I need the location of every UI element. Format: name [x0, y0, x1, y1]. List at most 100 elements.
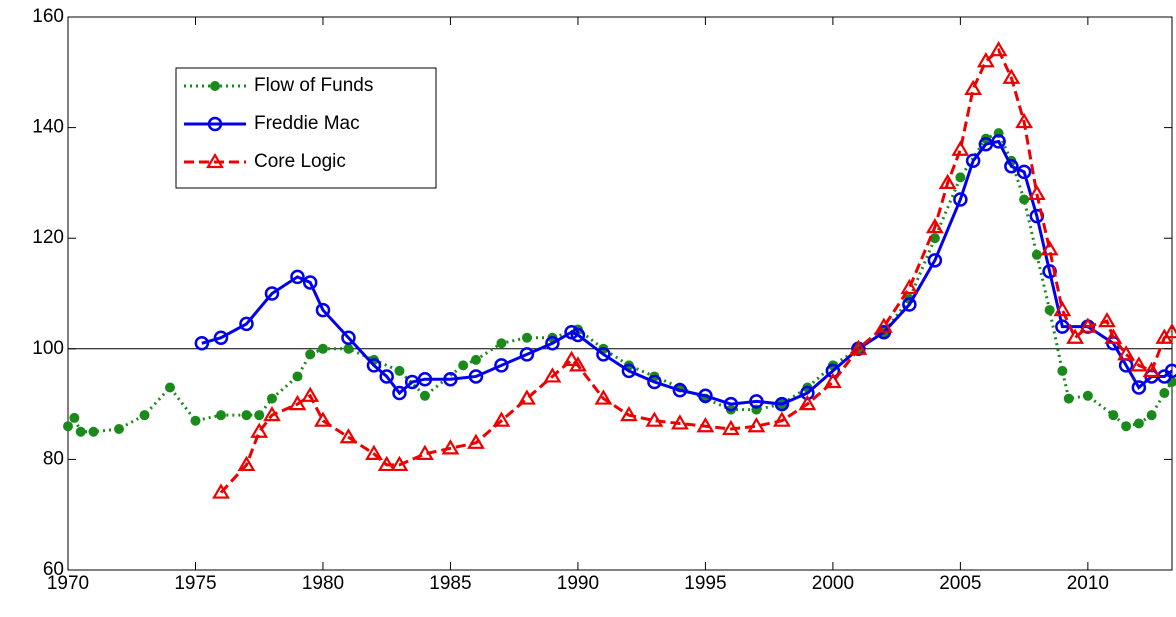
data-point — [696, 417, 715, 433]
data-point — [343, 343, 354, 354]
data-point — [1066, 328, 1085, 344]
data-point — [1121, 421, 1132, 432]
data-point — [467, 433, 485, 449]
data-point — [379, 369, 394, 384]
data-point — [377, 455, 396, 472]
x-tick-label: 1975 — [174, 573, 216, 594]
data-point — [1117, 345, 1136, 361]
y-tick-label: 80 — [43, 448, 64, 469]
data-point — [620, 405, 638, 422]
data-point — [419, 390, 430, 401]
data-point — [1044, 305, 1055, 316]
data-point — [404, 374, 420, 390]
data-point — [570, 327, 586, 343]
data-point — [721, 419, 740, 436]
data-point — [496, 338, 507, 349]
x-tick-label: 2005 — [939, 573, 981, 594]
data-point — [366, 358, 382, 373]
data-point — [929, 233, 940, 244]
data-point — [194, 336, 210, 351]
data-point — [339, 428, 358, 444]
data-point — [953, 192, 968, 207]
data-point — [1040, 240, 1059, 256]
data-point — [458, 360, 469, 371]
data-point — [1016, 164, 1032, 180]
data-point — [1164, 363, 1176, 379]
legend-marker — [207, 116, 223, 132]
data-point — [470, 354, 481, 365]
x-tick-label: 1995 — [684, 573, 726, 594]
data-point — [441, 439, 460, 455]
data-point — [263, 405, 281, 422]
y-tick-label: 60 — [43, 559, 64, 580]
data-point — [237, 455, 256, 472]
data-point — [1131, 380, 1147, 395]
data-point — [341, 330, 356, 345]
data-point — [139, 410, 150, 421]
data-point — [190, 415, 201, 426]
data-point — [494, 358, 509, 373]
x-tick-label: 2000 — [812, 573, 854, 594]
data-point — [292, 371, 303, 382]
data-point — [1146, 410, 1157, 421]
data-point — [976, 52, 995, 68]
series-line — [201, 139, 1173, 406]
data-point — [305, 349, 316, 360]
data-point — [317, 343, 328, 354]
data-point — [596, 347, 611, 362]
x-tick-label: 1970 — [47, 573, 89, 594]
legend-label: Freddie Mac — [254, 113, 360, 134]
data-point — [594, 389, 613, 405]
x-tick-label: 1980 — [302, 573, 344, 594]
data-point — [749, 394, 764, 409]
data-point — [417, 371, 433, 387]
data-point — [1057, 365, 1068, 376]
data-point — [75, 426, 86, 437]
data-point — [1027, 184, 1046, 201]
data-point — [798, 394, 817, 411]
data-point — [823, 372, 842, 389]
legend-label: Core Logic — [254, 151, 346, 172]
data-point — [1063, 393, 1074, 404]
data-point — [874, 317, 893, 333]
data-point — [902, 297, 917, 312]
data-point — [774, 396, 790, 412]
data-point — [264, 286, 280, 301]
data-point — [213, 330, 229, 345]
data-point — [927, 253, 943, 268]
y-tick-label: 100 — [32, 338, 64, 359]
data-point — [900, 278, 919, 295]
data-point — [991, 134, 1006, 149]
data-point — [545, 336, 560, 351]
data-point — [989, 40, 1008, 57]
data-point — [88, 426, 99, 437]
data-point — [1108, 410, 1119, 421]
data-point — [519, 347, 535, 362]
data-point — [212, 483, 230, 499]
data-point — [416, 444, 434, 460]
data-point — [69, 412, 80, 423]
data-point — [1159, 388, 1170, 399]
data-point — [772, 411, 791, 427]
data-point — [443, 371, 458, 387]
data-point — [254, 410, 265, 421]
data-point — [925, 217, 944, 234]
data-point — [543, 367, 562, 383]
data-point — [1104, 328, 1123, 344]
data-point — [723, 396, 739, 412]
data-point — [518, 389, 536, 405]
data-point — [288, 394, 307, 411]
data-point — [1078, 317, 1097, 333]
y-tick-label: 140 — [32, 117, 64, 138]
legend-label: Flow of Funds — [254, 75, 373, 96]
data-point — [241, 410, 252, 421]
data-point — [390, 455, 409, 472]
data-point — [468, 369, 484, 384]
data-point — [164, 382, 175, 393]
data-point — [955, 172, 966, 183]
data-point — [647, 374, 662, 390]
legend-marker — [210, 81, 220, 91]
x-tick-label: 1990 — [557, 573, 599, 594]
data-point — [521, 332, 532, 343]
legend-marker — [206, 152, 224, 169]
